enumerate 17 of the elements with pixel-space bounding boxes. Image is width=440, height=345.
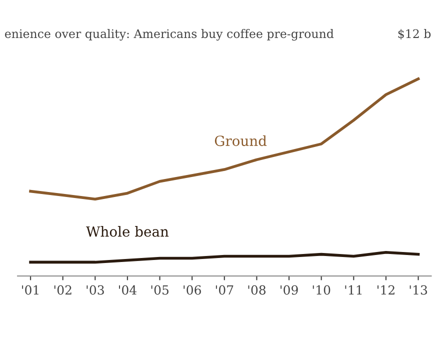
x-tick-label: '01: [22, 285, 38, 295]
x-tick-label: '13: [410, 285, 428, 295]
x-tick-label: '04: [119, 285, 137, 295]
series-label: Ground: [214, 135, 267, 146]
x-tick-label: '05: [151, 285, 168, 295]
chart-title: enience over quality: Americans buy coffee pre-ground: [4, 28, 334, 41]
series-label: Whole bean: [86, 226, 169, 237]
x-tick-label: '09: [280, 285, 298, 295]
x-tick-label: '06: [184, 285, 201, 295]
x-tick-label: '10: [312, 285, 330, 295]
x-tick-label: '02: [54, 285, 72, 295]
x-tick-label: '08: [248, 285, 266, 295]
x-tick-label: '12: [378, 285, 394, 295]
x-tick-label: '11: [345, 285, 362, 295]
x-tick-label: '03: [86, 285, 104, 295]
text: $12 b: [398, 28, 431, 40]
x-tick-label: '07: [216, 285, 234, 295]
